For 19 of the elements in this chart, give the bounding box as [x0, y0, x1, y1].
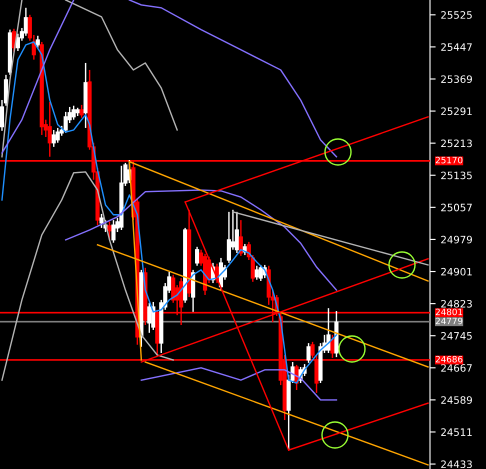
ref-line-label: 24779: [436, 318, 462, 324]
y-tick-label: 24901: [441, 268, 472, 276]
y-tick-label: 25057: [441, 204, 472, 212]
y-tick-label: 25447: [441, 43, 472, 51]
y-tick-label: 24433: [441, 460, 472, 468]
y-tick-label: 25135: [441, 172, 472, 180]
y-tick-label: 25525: [441, 11, 472, 19]
y-tick-label: 25291: [441, 107, 472, 116]
y-tick-label: 25213: [441, 139, 472, 148]
ref-line-label: 25170: [436, 156, 462, 164]
y-tick-label: 25369: [441, 75, 472, 83]
y-tick-label: 24745: [441, 332, 472, 340]
y-tick-label: 24589: [441, 396, 472, 404]
y-tick-label: 24823: [441, 300, 472, 308]
ref-line-label: 24801: [436, 308, 462, 316]
y-tick-label: 24979: [441, 236, 472, 244]
y-tick-label: 24667: [441, 364, 472, 372]
ref-line-label: 24686: [436, 356, 462, 363]
y-tick-label: 24511: [441, 428, 472, 436]
